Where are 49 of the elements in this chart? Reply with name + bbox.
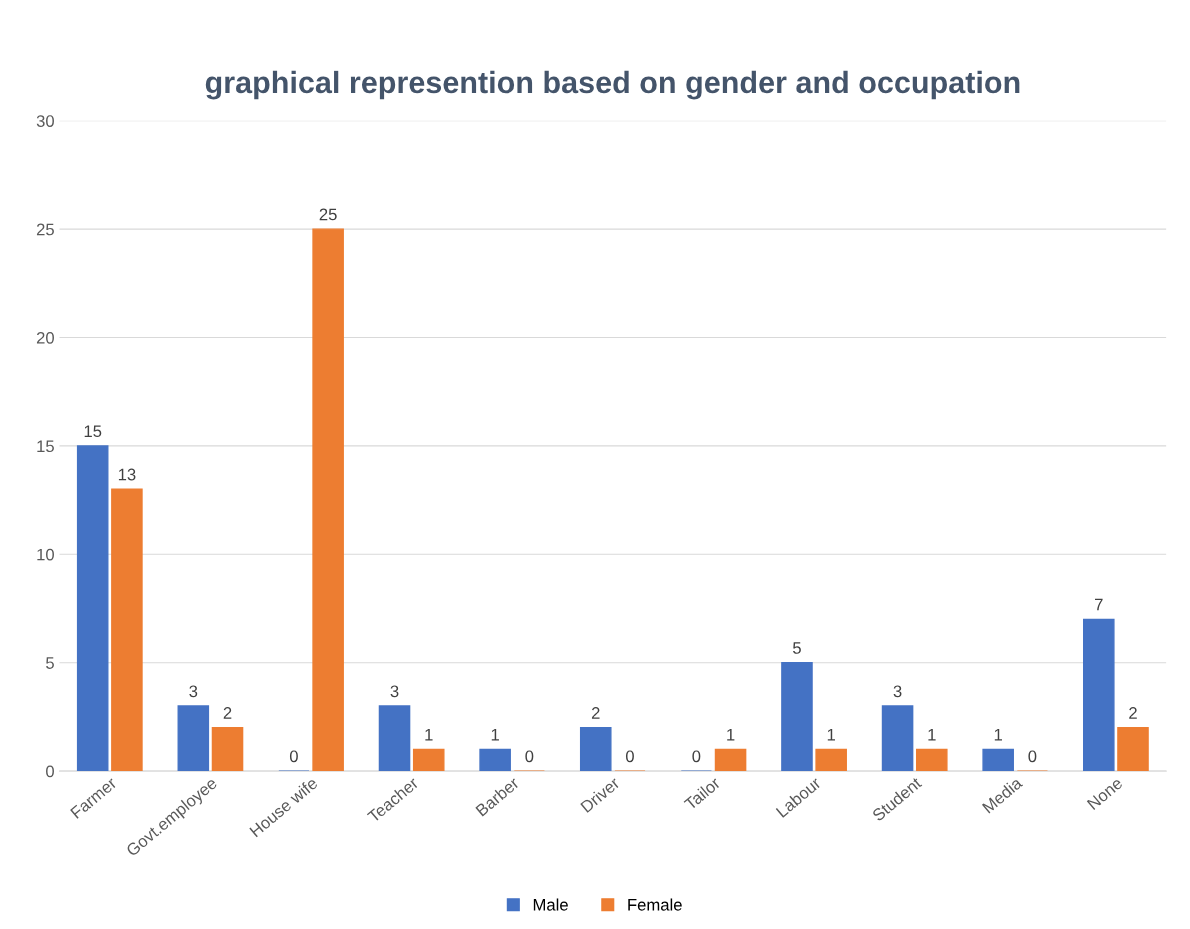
legend-label: Male (533, 898, 568, 911)
bar (815, 748, 847, 772)
data-label: 0 (692, 750, 701, 763)
data-label: 3 (390, 685, 399, 698)
y-tick-label: 10 (37, 548, 54, 561)
bar (881, 705, 914, 772)
data-label: 2 (591, 707, 600, 719)
data-label: 1 (425, 728, 433, 741)
y-tick-label: 25 (36, 223, 54, 236)
data-label: 7 (1095, 598, 1103, 611)
data-label: 1 (994, 728, 1002, 741)
y-tick-label: 15 (37, 440, 54, 453)
bar (915, 748, 948, 772)
y-tick-label: 5 (46, 657, 54, 669)
data-label: 25 (319, 208, 337, 221)
y-tick-label: 20 (36, 331, 54, 344)
data-label: 1 (491, 728, 499, 741)
bar (211, 727, 244, 772)
data-label: 0 (1028, 750, 1037, 763)
data-label: 15 (84, 425, 102, 438)
bar (714, 748, 747, 772)
data-label: 2 (1129, 707, 1137, 719)
bar (111, 488, 143, 772)
data-label: 0 (525, 750, 534, 763)
bar (1117, 727, 1149, 772)
y-tick-label: 30 (36, 115, 54, 127)
legend-label: Female (628, 898, 682, 911)
bar (378, 705, 411, 772)
data-label: 1 (727, 728, 735, 741)
bar (479, 748, 511, 772)
data-label: 13 (118, 468, 136, 481)
bar (781, 661, 813, 772)
bar (312, 228, 344, 772)
data-label: 3 (893, 685, 902, 698)
data-label: 2 (223, 707, 232, 719)
data-label: 0 (289, 750, 298, 763)
chart-title: graphical represention based on gender and occupation (205, 70, 1020, 100)
data-label: 1 (928, 728, 936, 741)
bar (412, 748, 445, 772)
data-label: 1 (827, 728, 835, 741)
data-label: 3 (189, 685, 198, 698)
y-tick-label: 0 (46, 765, 54, 778)
bar (1083, 618, 1115, 772)
bar (579, 727, 612, 772)
bar (982, 748, 1014, 772)
data-label: 5 (793, 642, 801, 654)
bar (177, 705, 210, 772)
bar (76, 445, 109, 772)
data-label: 0 (625, 750, 634, 763)
